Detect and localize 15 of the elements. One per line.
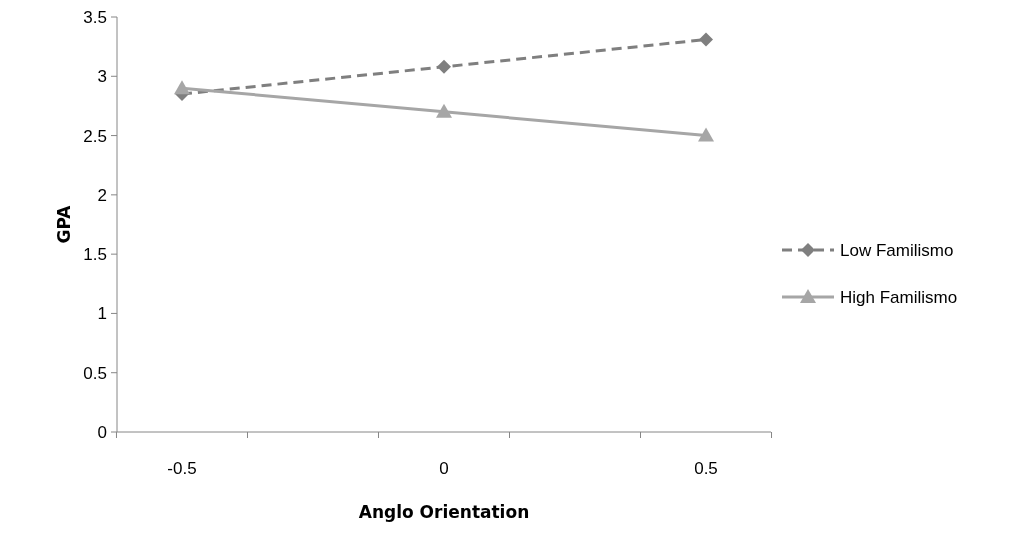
y-tick-label: 1.5: [83, 245, 107, 265]
y-tick-label: 3.5: [83, 7, 107, 27]
x-axis-title: Anglo Orientation: [358, 502, 530, 522]
y-tick-label: 1: [97, 304, 107, 324]
x-tick-label: 0: [439, 459, 449, 478]
x-tick-label: 0.5: [694, 459, 718, 478]
x-tick-label: -0.5: [167, 459, 197, 478]
legend-label: Low Familismo: [840, 240, 954, 260]
legend-label: High Familismo: [840, 287, 958, 307]
y-tick-label: 2.5: [83, 126, 107, 146]
y-tick-label: 2: [97, 185, 107, 205]
y-tick-label: 0.5: [83, 363, 107, 383]
y-axis-title: GPA: [54, 204, 74, 244]
y-tick-label: 0: [97, 422, 107, 442]
y-tick-label: 3: [97, 67, 107, 87]
